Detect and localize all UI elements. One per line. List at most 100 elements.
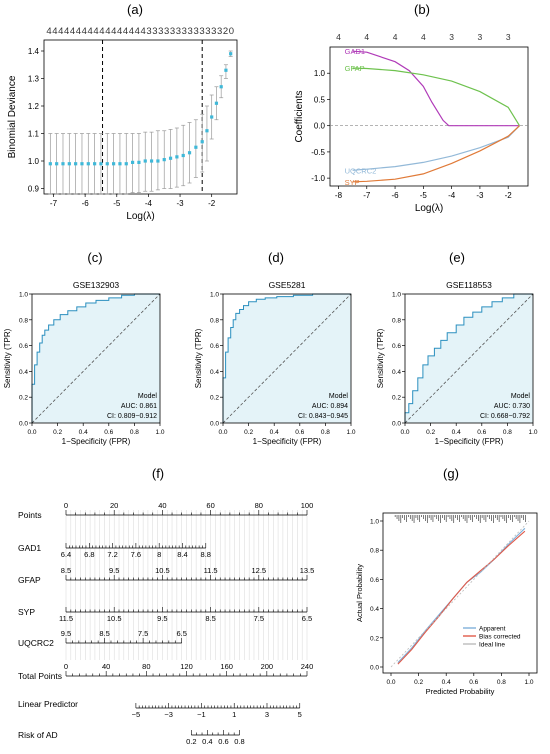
plot-frame — [31, 293, 161, 424]
y-tick-label: 0.6 — [392, 343, 401, 350]
data-point — [105, 162, 109, 166]
y-tick-label: 0.8 — [19, 317, 28, 324]
y-tick-label: 1.0 — [392, 292, 401, 299]
chart-title: GSE118553 — [446, 280, 492, 290]
tick-label: 0.4 — [202, 737, 212, 746]
plot-frame — [382, 512, 538, 674]
tick-label: 0 — [64, 662, 68, 671]
tick-label: 6.4 — [61, 550, 71, 559]
y-tick-label: 1.0 — [28, 157, 40, 166]
panel-label-e: (e) — [449, 250, 465, 265]
tick-label: 6.8 — [84, 550, 94, 559]
y-tick-label: 0.4 — [370, 606, 379, 613]
y-axis-label: Sensitivity (TPR) — [3, 328, 12, 388]
chance-line — [31, 293, 161, 424]
legend-text: AUC: 0.730 — [494, 403, 530, 410]
row-label: Linear Predictor — [18, 699, 78, 709]
series-label: UQCRC2 — [345, 166, 377, 175]
data-point — [156, 159, 160, 163]
x-axis-label: 1−Specificity (FPR) — [62, 437, 131, 446]
tick-label: 0.2 — [186, 737, 196, 746]
legend-text: CI: 0.843−0.945 — [298, 413, 348, 420]
tick-label: 120 — [180, 662, 193, 671]
data-point — [124, 162, 128, 166]
x-axis-label: Log(λ) — [415, 203, 443, 214]
row-label: Points — [18, 510, 42, 520]
data-point — [181, 153, 185, 158]
y-tick-label: 0.6 — [19, 343, 28, 350]
x-axis-label: 1−Specificity (FPR) — [435, 437, 504, 446]
tick-label: 9.5 — [61, 629, 71, 638]
tick-label: 20 — [110, 501, 118, 510]
panel-label-c: (c) — [87, 250, 102, 265]
x-tick-label: -3 — [176, 199, 184, 208]
x-tick-label: 0.0 — [218, 429, 227, 436]
chance-line — [222, 293, 352, 424]
row-label: GFAP — [18, 575, 41, 585]
x-tick-label: 0.4 — [79, 429, 88, 436]
tick-label: 200 — [261, 662, 274, 671]
tick-label: 240 — [301, 662, 314, 671]
tick-label: 7.5 — [138, 629, 148, 638]
legend-text: Model — [138, 393, 158, 400]
panel-label-a: (a) — [127, 2, 143, 17]
tick-label: 0.6 — [218, 737, 228, 746]
y-tick-label: -0.5 — [311, 148, 325, 157]
tick-label: 9.5 — [109, 566, 119, 575]
y-tick-label: 0.8 — [392, 317, 401, 324]
data-point — [194, 145, 198, 149]
panel-d-roc: GSE5281 0.0 0.2 0.4 0.6 0.8 1.0 0.0 0.2 0.4 0.6 0.8… — [194, 280, 356, 446]
series-line — [352, 50, 520, 127]
data-point — [118, 162, 122, 166]
series-line — [352, 125, 520, 183]
x-tick-label: 0.4 — [442, 679, 451, 686]
tick-label: 60 — [206, 501, 214, 510]
x-tick-label: 0.0 — [386, 679, 395, 686]
y-tick-label: 0.4 — [210, 369, 219, 376]
tick-label: 3 — [265, 710, 269, 719]
panel-b-coefficient-paths: 4 4 4 4 3 3 3 -8 -7 -6 -5 -4 -3 -2 -1.0 -0.5 0.0 0.5 1.0 GA… — [294, 32, 529, 214]
y-tick-label: 0.0 — [370, 665, 379, 672]
y-tick-label: 0.5 — [314, 95, 326, 104]
panel-label-d: (d) — [268, 250, 284, 265]
y-tick-label: 1.0 — [370, 519, 379, 526]
x-tick-label: -5 — [420, 191, 428, 200]
series-label: SYP — [345, 178, 360, 187]
panel-e-roc: GSE118553 0.0 0.2 0.4 0.6 0.8 1.0 0.0 0.2 0.4 0.6 0… — [376, 280, 538, 446]
x-tick-label: 0.4 — [452, 429, 461, 436]
tick-label: −1 — [197, 710, 206, 719]
tick-label: 13.5 — [300, 566, 315, 575]
x-axis-label: Predicted Probability — [426, 687, 495, 696]
x-tick-label: -6 — [391, 191, 399, 200]
x-tick-label: -7 — [363, 191, 371, 200]
tick-label: 10.5 — [107, 614, 122, 623]
row-label: UQCRC2 — [18, 638, 54, 648]
legend-text: Apparent — [479, 626, 506, 633]
tick-label: 9.5 — [157, 614, 167, 623]
data-point — [99, 162, 103, 166]
x-tick-label: 1.0 — [346, 429, 355, 436]
series-line — [352, 67, 521, 127]
data-point — [137, 160, 141, 164]
panel-label-f: (f) — [152, 466, 164, 481]
data-point — [214, 101, 219, 105]
x-tick-label: 0.6 — [295, 429, 304, 436]
chance-line — [404, 293, 534, 424]
legend-text: Bias corrected — [479, 634, 521, 641]
tick-label: 40 — [102, 662, 110, 671]
data-point — [205, 129, 209, 133]
data-point — [112, 162, 116, 166]
row-label: SYP — [18, 607, 35, 617]
x-tick-label: 0.8 — [130, 429, 139, 436]
y-tick-label: -1.0 — [311, 174, 325, 183]
x-tick-label: 0.0 — [400, 429, 409, 436]
top-count-label: 3 — [506, 32, 511, 42]
x-tick-label: -7 — [50, 199, 58, 208]
tick-label: 7.5 — [254, 614, 264, 623]
series-line — [397, 530, 526, 665]
data-point — [187, 151, 192, 155]
series-label: GAD1 — [345, 47, 365, 56]
y-axis-label: Coefficients — [294, 90, 305, 142]
tick-label: 10.5 — [155, 566, 170, 575]
data-point — [55, 162, 59, 166]
